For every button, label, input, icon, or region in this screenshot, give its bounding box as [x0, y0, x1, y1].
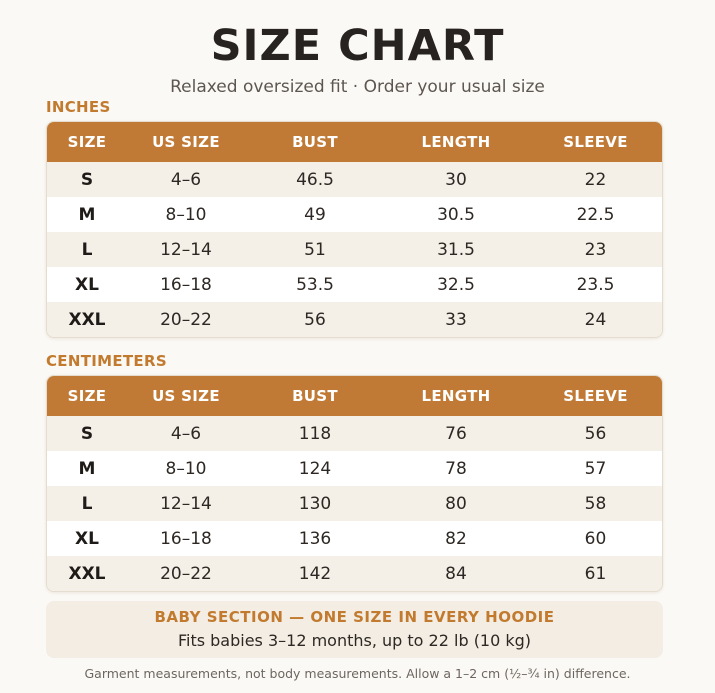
table-row: L 12–14 51 31.5 23 [47, 232, 662, 267]
baby-section: BABY SECTION — ONE SIZE IN EVERY HOODIE … [46, 601, 663, 658]
length-cell: 76 [385, 416, 527, 451]
bust-cell: 124 [245, 451, 385, 486]
header-size: SIZE [47, 376, 127, 416]
footnote: Garment measurements, not body measureme… [84, 666, 631, 681]
size-cell: S [47, 162, 127, 197]
baby-section-title: BABY SECTION — ONE SIZE IN EVERY HOODIE [154, 608, 555, 626]
size-cell: XXL [47, 556, 127, 591]
table-row: M 8–10 49 30.5 22.5 [47, 197, 662, 232]
us-size-cell: 4–6 [127, 416, 245, 451]
size-cell: L [47, 486, 127, 521]
table-row: S 4–6 118 76 56 [47, 416, 662, 451]
header-us-size: US SIZE [127, 122, 245, 162]
length-cell: 82 [385, 521, 527, 556]
table-row: XL 16–18 136 82 60 [47, 521, 662, 556]
page-subtitle: Relaxed oversized fit · Order your usual… [170, 77, 545, 97]
header-size: SIZE [47, 122, 127, 162]
sleeve-cell: 24 [527, 302, 662, 337]
bust-cell: 130 [245, 486, 385, 521]
bust-cell: 56 [245, 302, 385, 337]
us-size-cell: 4–6 [127, 162, 245, 197]
inches-section-label: INCHES [46, 98, 111, 116]
sleeve-cell: 22.5 [527, 197, 662, 232]
sleeve-cell: 61 [527, 556, 662, 591]
us-size-cell: 12–14 [127, 232, 245, 267]
size-cell: XXL [47, 302, 127, 337]
table-row: XXL 20–22 142 84 61 [47, 556, 662, 591]
header-length: LENGTH [385, 122, 527, 162]
inches-table: SIZE US SIZE BUST LENGTH SLEEVE S 4–6 46… [46, 121, 663, 338]
bust-cell: 51 [245, 232, 385, 267]
sleeve-cell: 60 [527, 521, 662, 556]
length-cell: 78 [385, 451, 527, 486]
length-cell: 31.5 [385, 232, 527, 267]
sleeve-cell: 23.5 [527, 267, 662, 302]
header-length: LENGTH [385, 376, 527, 416]
table-row: XL 16–18 53.5 32.5 23.5 [47, 267, 662, 302]
length-cell: 30.5 [385, 197, 527, 232]
length-cell: 33 [385, 302, 527, 337]
size-cell: M [47, 197, 127, 232]
us-size-cell: 12–14 [127, 486, 245, 521]
bust-cell: 53.5 [245, 267, 385, 302]
size-cell: M [47, 451, 127, 486]
header-bust: BUST [245, 122, 385, 162]
us-size-cell: 20–22 [127, 302, 245, 337]
bust-cell: 49 [245, 197, 385, 232]
baby-section-text: Fits babies 3–12 months, up to 22 lb (10… [177, 631, 532, 650]
table-row: S 4–6 46.5 30 22 [47, 162, 662, 197]
sleeve-cell: 57 [527, 451, 662, 486]
bust-cell: 46.5 [245, 162, 385, 197]
centimeters-table: SIZE US SIZE BUST LENGTH SLEEVE S 4–6 11… [46, 375, 663, 592]
us-size-cell: 16–18 [127, 267, 245, 302]
centimeters-section-label: CENTIMETERS [46, 352, 167, 370]
length-cell: 84 [385, 556, 527, 591]
bust-cell: 142 [245, 556, 385, 591]
page-title: SIZE CHART [210, 21, 505, 71]
size-cell: S [47, 416, 127, 451]
table-header-row: SIZE US SIZE BUST LENGTH SLEEVE [47, 122, 662, 162]
us-size-cell: 16–18 [127, 521, 245, 556]
table-row: L 12–14 130 80 58 [47, 486, 662, 521]
bust-cell: 136 [245, 521, 385, 556]
size-cell: XL [47, 521, 127, 556]
sleeve-cell: 56 [527, 416, 662, 451]
bust-cell: 118 [245, 416, 385, 451]
table-header-row: SIZE US SIZE BUST LENGTH SLEEVE [47, 376, 662, 416]
us-size-cell: 20–22 [127, 556, 245, 591]
size-cell: XL [47, 267, 127, 302]
header-us-size: US SIZE [127, 376, 245, 416]
us-size-cell: 8–10 [127, 197, 245, 232]
size-cell: L [47, 232, 127, 267]
header-sleeve: SLEEVE [527, 376, 662, 416]
sleeve-cell: 23 [527, 232, 662, 267]
us-size-cell: 8–10 [127, 451, 245, 486]
table-row: XXL 20–22 56 33 24 [47, 302, 662, 337]
sleeve-cell: 22 [527, 162, 662, 197]
length-cell: 30 [385, 162, 527, 197]
table-row: M 8–10 124 78 57 [47, 451, 662, 486]
length-cell: 80 [385, 486, 527, 521]
sleeve-cell: 58 [527, 486, 662, 521]
header-sleeve: SLEEVE [527, 122, 662, 162]
length-cell: 32.5 [385, 267, 527, 302]
header-bust: BUST [245, 376, 385, 416]
